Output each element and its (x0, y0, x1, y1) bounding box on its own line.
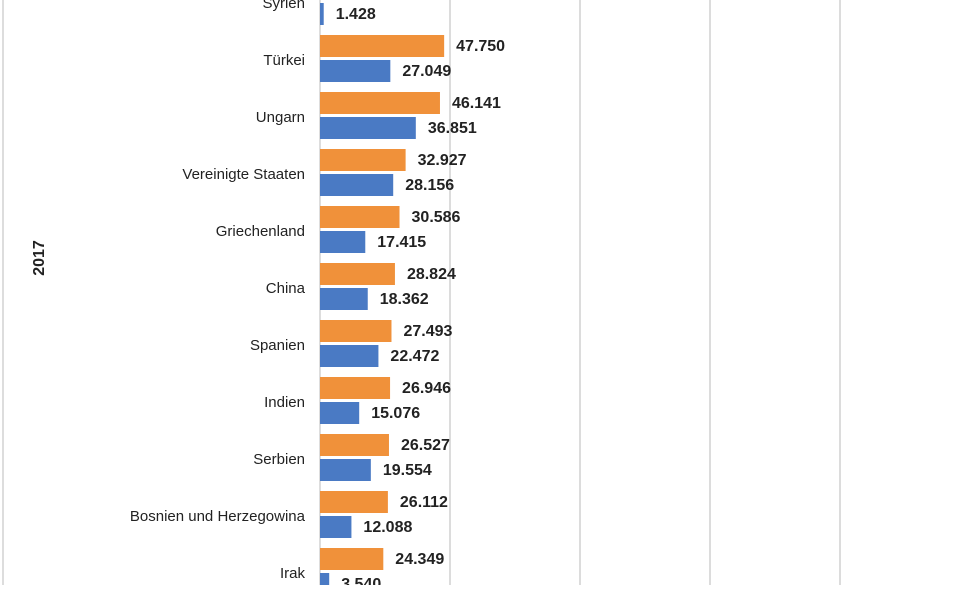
value-label: 15.076 (371, 405, 420, 422)
value-label: 24.349 (395, 551, 444, 568)
value-label: 27.049 (402, 63, 451, 80)
bar (320, 288, 368, 310)
bar (320, 231, 366, 253)
bar (320, 92, 440, 114)
bar (320, 345, 379, 367)
bar (320, 206, 400, 228)
value-label: 46.141 (452, 95, 501, 112)
value-label: 28.824 (407, 266, 456, 283)
category-label: Bosnien und Herzegowina (130, 508, 306, 525)
category-label: China (266, 280, 306, 297)
bar (320, 117, 416, 139)
value-label: 12.088 (363, 519, 412, 536)
category-label: Spanien (250, 337, 305, 354)
value-label: 22.472 (390, 348, 439, 365)
value-label: 27.493 (403, 323, 452, 340)
category-label: Griechenland (216, 223, 305, 240)
category-label: Indien (264, 394, 305, 411)
bar (320, 263, 395, 285)
category-label: Syrien (262, 0, 305, 12)
bar (320, 377, 391, 399)
bar (320, 573, 330, 585)
bar (320, 459, 371, 481)
category-label: Vereinigte Staaten (182, 166, 305, 183)
value-label: 1.428 (336, 6, 376, 23)
value-label: 26.112 (400, 494, 448, 511)
value-label: 26.946 (402, 380, 451, 397)
value-label: 28.156 (405, 177, 454, 194)
value-label: 19.554 (383, 462, 432, 479)
bar (320, 320, 392, 342)
value-label: 36.851 (428, 120, 477, 137)
value-label: 26.527 (401, 437, 450, 454)
bar (320, 3, 324, 25)
bar (320, 35, 445, 57)
value-label: 18.362 (380, 291, 429, 308)
value-label: 32.927 (418, 152, 467, 169)
bar (320, 491, 388, 513)
value-label: 17.415 (377, 234, 426, 251)
category-label: Irak (280, 565, 306, 582)
plot-area: 2017 Syrien 1.428 Türkei 47.750 27.049 Ungarn… (31, 0, 841, 593)
group-label: 2017 (31, 240, 48, 276)
bar (320, 174, 394, 196)
value-label: 3.540 (341, 576, 381, 593)
category-label: Ungarn (256, 109, 305, 126)
bar (320, 434, 389, 456)
bar (320, 548, 384, 570)
bar (320, 402, 360, 424)
bar (320, 60, 391, 82)
value-label: 47.750 (456, 38, 505, 55)
bar (320, 516, 352, 538)
value-label: 30.586 (412, 209, 461, 226)
category-label: Türkei (263, 52, 305, 69)
category-label: Serbien (253, 451, 305, 468)
bar (320, 149, 406, 171)
